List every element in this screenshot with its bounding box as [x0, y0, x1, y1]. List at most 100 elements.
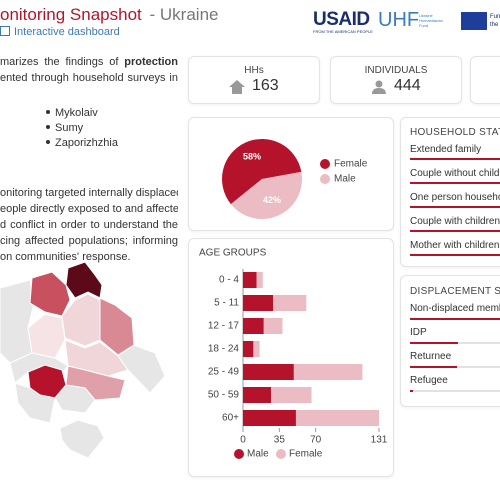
household-panel: HOUSEHOLD STATUS Extended family Couple w… [400, 117, 500, 267]
status-bar [410, 182, 500, 184]
status-bar [410, 254, 500, 256]
bar-segment [243, 410, 296, 426]
house-icon [229, 80, 245, 94]
eu-line: the E [490, 22, 500, 28]
eu-text: Fun the E [490, 13, 500, 29]
legend-label: Male [247, 449, 269, 460]
bar-segment [253, 341, 260, 357]
displacement-panel: DISPLACEMENT STATUS Non-displaced member… [400, 275, 500, 407]
uhf-line: Ukraine [419, 13, 433, 18]
title: onitoring Snapshot [0, 5, 142, 24]
intro-bold: protection [124, 56, 178, 68]
panel-title: HOUSEHOLD STATUS [410, 127, 500, 138]
bar-segment [295, 410, 379, 426]
bar-segment [243, 341, 254, 357]
chart-title: AGE GROUPS [199, 248, 267, 259]
method-line: onitoring targeted internally displaced [0, 187, 178, 199]
bar-segment [256, 272, 263, 288]
x-tick-label: 35 [274, 435, 286, 446]
bar-chart: AGE GROUPS 0 35 70 131 0 - 4 5 - 11 12 - 17 18 -… [199, 248, 388, 460]
region [65, 261, 103, 299]
bullet [46, 110, 50, 114]
uhf-name: Ukraine Humanitarian Fund [419, 13, 443, 28]
bullet [46, 125, 50, 129]
kpi-card: INDIVIDUALS 444 [330, 56, 462, 104]
status-bar [410, 158, 500, 160]
status-label: One person household [410, 192, 500, 203]
eu-flag [461, 12, 487, 30]
status-label: Couple without children [410, 168, 500, 179]
status-label: Mother with children [410, 240, 500, 251]
kpi-card: HHs 163 [188, 56, 320, 104]
link-text[interactable]: Interactive dashboard [14, 26, 120, 38]
person-icon [372, 80, 386, 94]
status-bar [410, 366, 457, 368]
y-tick-label: 25 - 49 [208, 367, 240, 378]
legend-label: Female [334, 159, 368, 170]
status-bar [410, 318, 500, 320]
bar-segment [243, 387, 272, 403]
map [0, 261, 166, 459]
y-tick-label: 18 - 24 [208, 344, 240, 355]
kpi-value: 444 [394, 77, 421, 94]
pie-slice [230, 171, 302, 219]
y-tick-label: 12 - 17 [208, 321, 240, 332]
header-title: onitoring Snapshot - Ukraine [0, 5, 218, 25]
pie-card: 58% Female 42% Male [188, 117, 394, 231]
status-bar [410, 342, 458, 344]
pie-label: 58% [243, 152, 261, 162]
uhf-line: Humanitarian [419, 18, 443, 23]
legend-label: Male [334, 174, 356, 185]
y-tick-label: 0 - 4 [219, 275, 239, 286]
status-label: Returnee [410, 351, 452, 362]
method-line: eople directly exposed to and affected [0, 203, 178, 215]
y-tick-label: 60+ [222, 413, 239, 424]
bar-segment [243, 272, 257, 288]
x-tick-label: 0 [240, 435, 246, 446]
legend-swatch [320, 159, 330, 169]
link-icon [0, 26, 10, 36]
status-bar [410, 390, 413, 392]
bar-segment [263, 318, 283, 334]
usaid-logo: USAID [313, 9, 370, 30]
x-tick-label: 70 [310, 435, 322, 446]
legend-swatch [234, 449, 244, 459]
legend-swatch [276, 449, 286, 459]
region [54, 384, 96, 414]
method-line: cing affected populations; informing [0, 235, 178, 247]
kpi-label: INDIVIDUALS [364, 65, 428, 76]
kpi-card [470, 56, 500, 104]
status-bar [410, 206, 500, 208]
y-tick-label: 5 - 11 [214, 298, 239, 309]
region [29, 271, 71, 317]
status-track [410, 390, 500, 392]
bullet [46, 140, 50, 144]
method-line: on communities' response. [0, 251, 131, 263]
pie-chart: 58% Female 42% Male [222, 139, 368, 219]
region [0, 279, 35, 364]
status-bar [410, 230, 500, 232]
region [59, 419, 105, 459]
status-label: IDP [410, 327, 427, 338]
pie-label: 42% [263, 195, 281, 205]
region-item: Mykolaiv [46, 107, 98, 119]
status-label: Non-displaced members [410, 303, 500, 314]
status-label: Couple with children [410, 216, 500, 227]
region-name: Zaporizhzhia [55, 137, 118, 149]
region [14, 382, 56, 424]
region-name: Mykolaiv [55, 107, 98, 119]
bar-segment [271, 387, 312, 403]
x-tick-label: 131 [371, 435, 388, 446]
y-tick-label: 50 - 59 [208, 390, 240, 401]
region [27, 313, 66, 359]
kpi-label: HHs [244, 65, 264, 76]
eu-line: Fun [490, 14, 500, 20]
region [117, 344, 166, 394]
bar-segment [243, 364, 294, 380]
intro-line: ented through household surveys in [0, 72, 178, 84]
region-name: Sumy [55, 122, 84, 134]
dashboard-link[interactable]: Interactive dashboard [0, 26, 120, 38]
bar-segment [243, 295, 274, 311]
usaid-tagline: FROM THE AMERICAN PEOPLE [313, 29, 373, 34]
